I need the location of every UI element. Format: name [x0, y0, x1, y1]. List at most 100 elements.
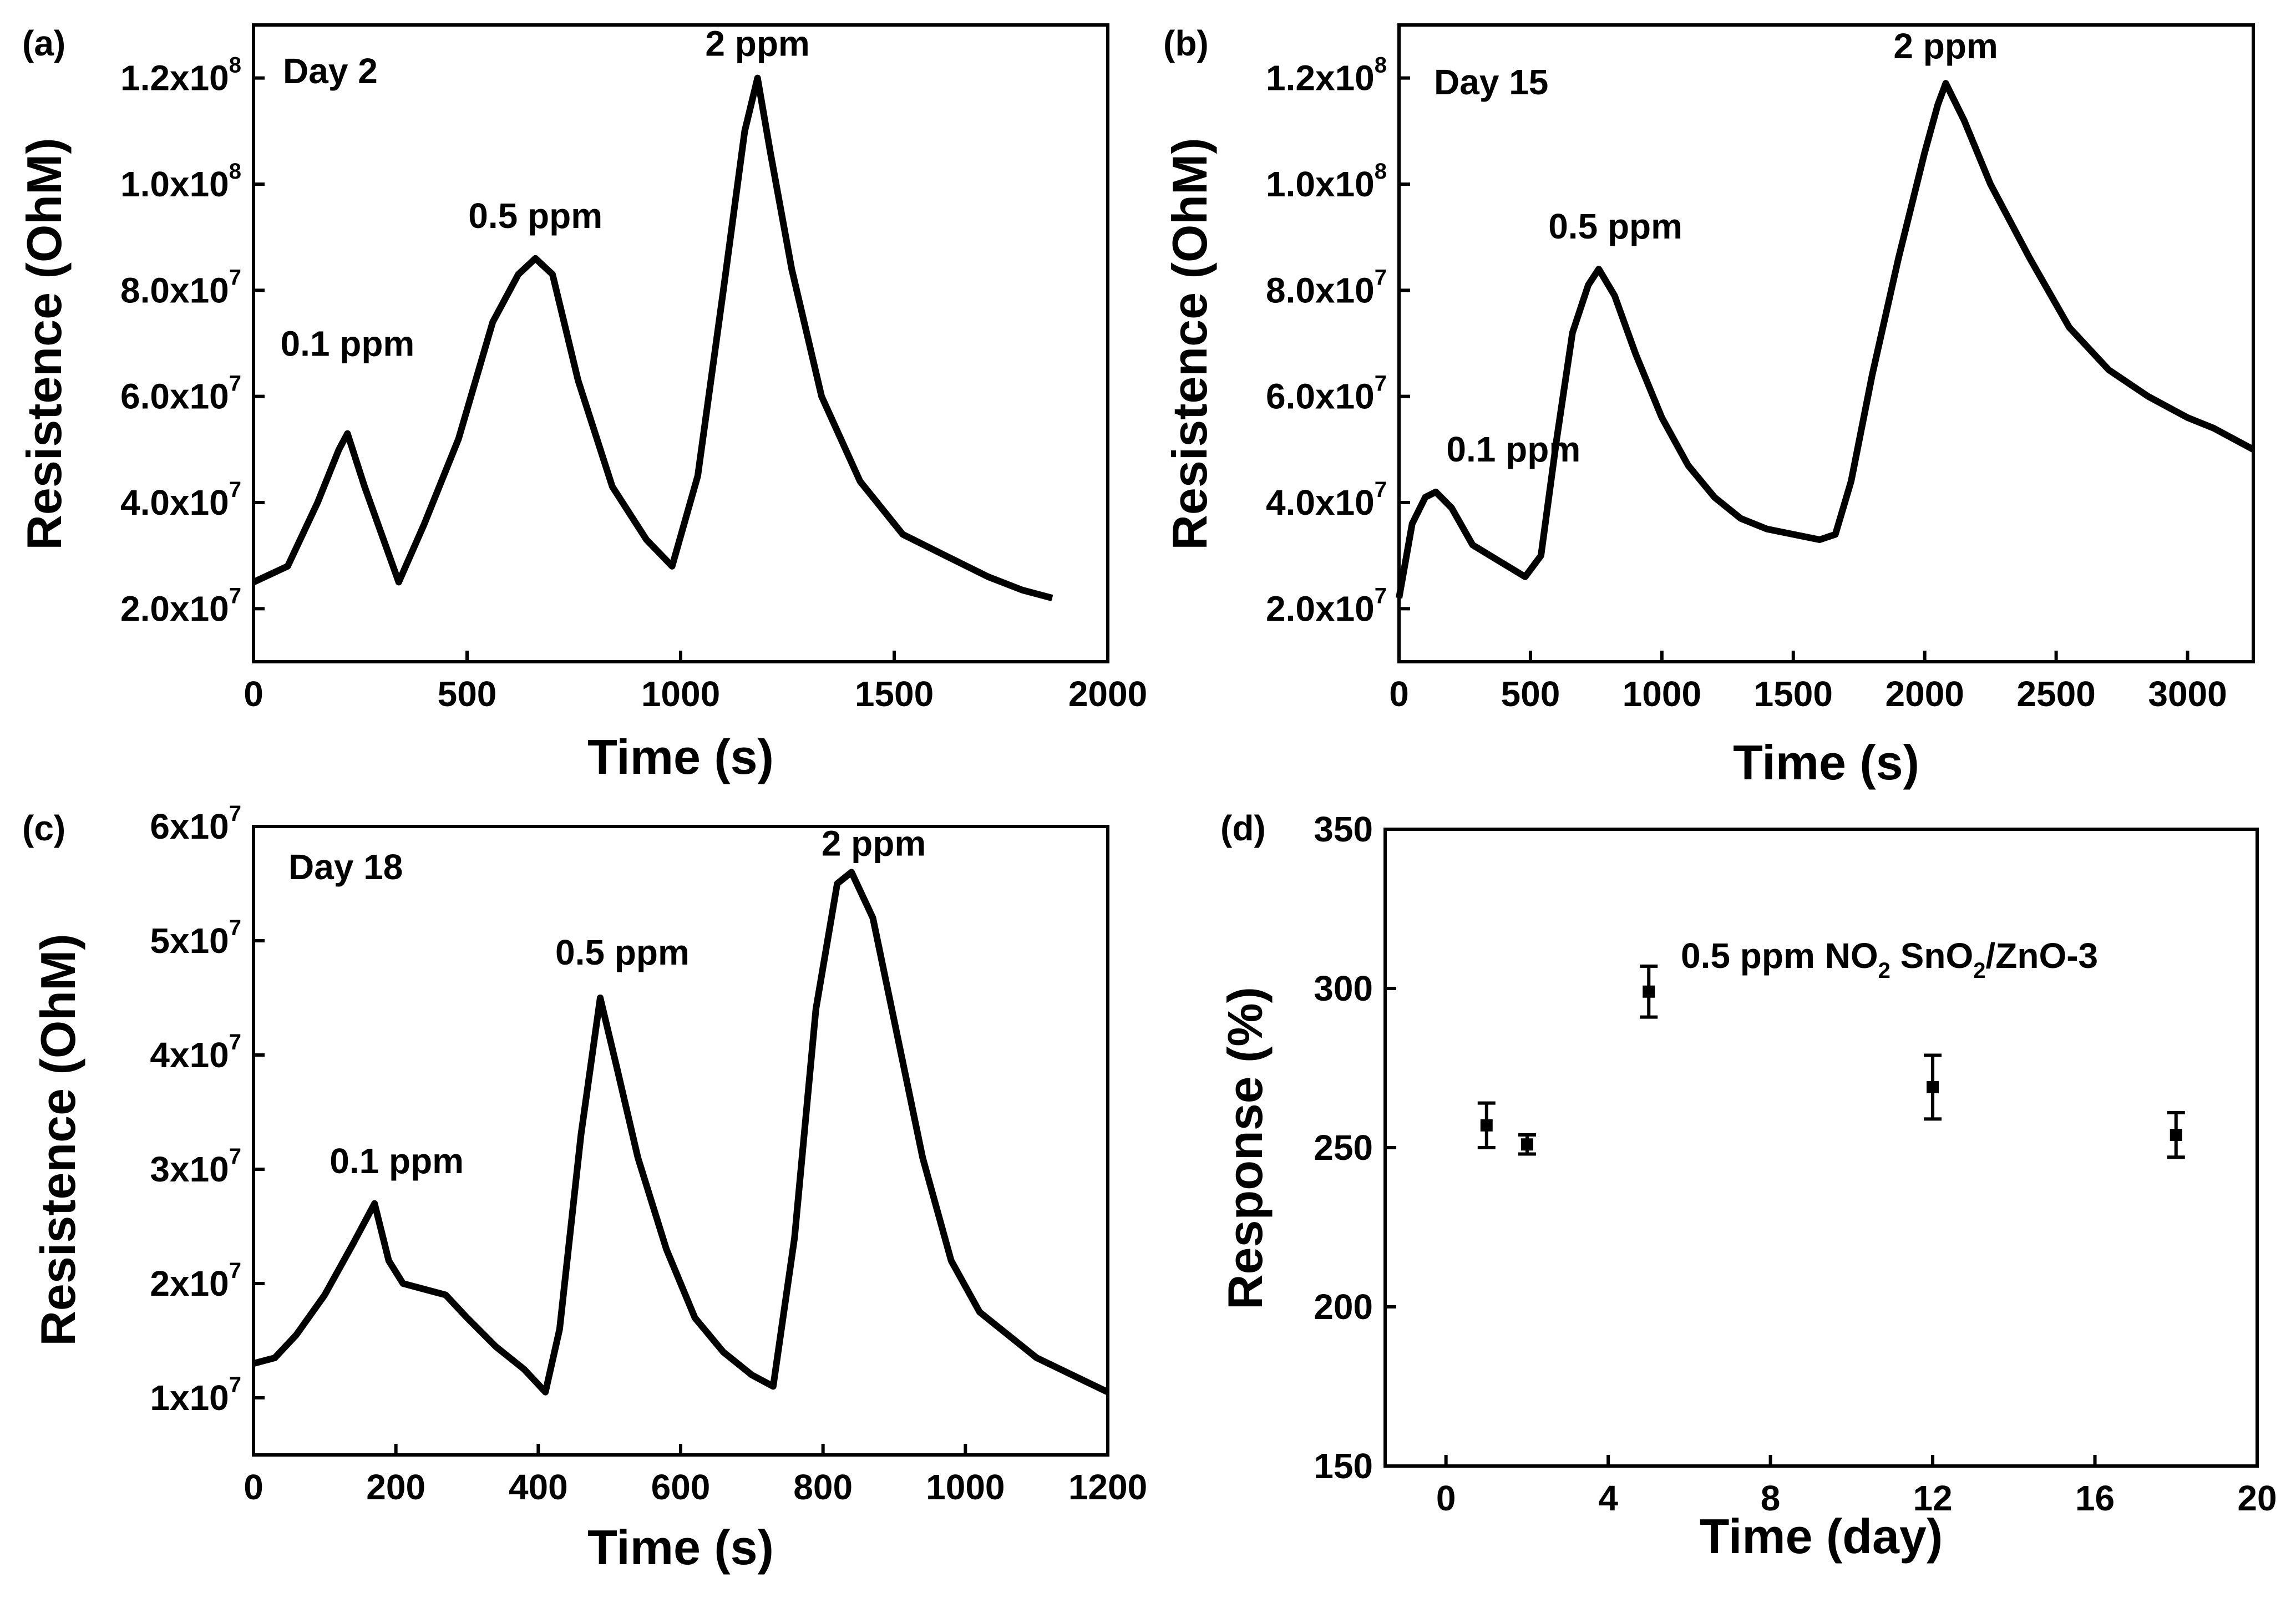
annotation-mid: SnO — [1890, 936, 1973, 976]
panel-c: (c) Day 18 0 200 400 600 800 1000 1200 1x107 2x1… — [22, 802, 1147, 1575]
y-tick-label: 2x107 — [150, 1259, 241, 1303]
panel-a: (a) Day 2 0 500 1000 1500 2000 2.0x107 4.0x107… — [17, 23, 1147, 784]
x-tick-label: 2500 — [2016, 674, 2095, 714]
y-tick-label: 200 — [1314, 1287, 1373, 1327]
peak-label: 2 ppm — [1893, 26, 1998, 66]
y-axis-title-b: Resistence (OhM) — [1162, 138, 1217, 550]
panel-label-a: (a) — [22, 23, 65, 63]
y-tick-label: 1.2x108 — [120, 53, 241, 98]
ticks-a: 0 500 1000 1500 2000 2.0x107 4.0x107 6.0x107 8.0… — [120, 53, 1147, 714]
x-tick-label: 2000 — [1068, 674, 1147, 714]
ticks-b: 0 500 1000 1500 2000 2500 3000 2.0x107 4.0x107 6.… — [1266, 53, 2227, 714]
x-tick-label: 1500 — [1754, 674, 1833, 714]
x-axis-title-b: Time (s) — [1733, 735, 1919, 790]
y-tick-label: 150 — [1314, 1446, 1373, 1486]
x-tick-label: 20 — [2237, 1478, 2277, 1518]
plot-frame-d — [1383, 828, 2259, 1468]
response-point — [1477, 1101, 1496, 1149]
plot-frame-b — [1397, 23, 2255, 663]
x-tick-label: 0 — [1436, 1478, 1456, 1518]
annotation-main: 0.5 ppm NO — [1681, 936, 1878, 976]
y-tick-label: 2.0x107 — [1266, 584, 1387, 628]
x-tick-label: 1500 — [855, 674, 934, 714]
peak-labels-b: 0.1 ppm 0.5 ppm 2 ppm — [1446, 26, 1998, 469]
y-tick-label: 1x107 — [150, 1373, 241, 1418]
peak-labels-a: 0.1 ppm 0.5 ppm 2 ppm — [280, 24, 809, 364]
y-tick-label: 3x107 — [150, 1144, 241, 1189]
x-tick-label: 400 — [509, 1467, 568, 1507]
y-tick-label: 4.0x107 — [1266, 478, 1387, 523]
x-tick-label: 1200 — [1068, 1467, 1147, 1507]
y-tick-label: 250 — [1314, 1128, 1373, 1168]
response-point — [1640, 964, 1658, 1019]
x-tick-label: 1000 — [1623, 674, 1701, 714]
peak-label: 2 ppm — [822, 823, 926, 863]
y-tick-label: 8.0x107 — [1266, 265, 1387, 310]
x-tick-label: 600 — [651, 1467, 711, 1507]
x-tick-label: 1000 — [641, 674, 720, 714]
peak-label: 0.5 ppm — [468, 196, 602, 236]
annotation-sub-1: 2 — [1878, 958, 1890, 983]
x-axis-title-c: Time (s) — [587, 1520, 774, 1575]
annotation-tail: /ZnO-3 — [1985, 936, 2098, 976]
y-tick-label: 5x107 — [150, 916, 241, 961]
x-tick-label: 200 — [366, 1467, 425, 1507]
peak-label: 0.1 ppm — [1446, 429, 1580, 469]
x-tick-label: 8 — [1761, 1478, 1781, 1518]
panel-b: (b) Day 15 0 500 1000 1500 2000 2500 3000 2.0x1… — [1162, 23, 2255, 790]
annotation-sub-2: 2 — [1973, 958, 1985, 983]
panel-label-d: (d) — [1220, 808, 1266, 848]
y-tick-label: 6x107 — [150, 802, 241, 846]
x-tick-label: 12 — [1913, 1478, 1952, 1518]
response-points-d — [1477, 964, 2185, 1159]
x-axis-title-d: Time (day) — [1700, 1509, 1943, 1564]
resistance-line-a — [252, 74, 1053, 601]
y-axis-title-d: Response (%) — [1218, 987, 1273, 1310]
x-tick-label: 16 — [2075, 1478, 2115, 1518]
y-tick-label: 4x107 — [150, 1030, 241, 1075]
y-tick-label: 1.0x108 — [120, 159, 241, 204]
y-axis-title-a: Resistence (OhM) — [17, 138, 72, 550]
panel-d: (d) 0.5 ppm NO2 SnO2/ZnO-3 0 4 8 12 16 201502… — [1218, 808, 2277, 1564]
x-tick-label: 2000 — [1886, 674, 1964, 714]
y-axis-title-c: Resistence (OhM) — [31, 934, 85, 1346]
day-label-b: Day 15 — [1434, 62, 1548, 102]
day-label-a: Day 2 — [283, 51, 378, 91]
y-tick-label: 6.0x107 — [120, 372, 241, 417]
peak-labels-c: 0.1 ppm 0.5 ppm 2 ppm — [330, 823, 926, 1180]
response-point — [1924, 1053, 1942, 1121]
y-tick-label: 8.0x107 — [120, 265, 241, 310]
peak-label: 0.5 ppm — [1548, 206, 1682, 246]
x-tick-label: 0 — [1389, 674, 1409, 714]
panel-label-b: (b) — [1163, 23, 1209, 63]
y-tick-label: 350 — [1314, 809, 1373, 849]
ticks-d: 0 4 8 12 16 20 150 200 250 300 350 — [1314, 809, 2277, 1518]
day-label-c: Day 18 — [288, 847, 403, 887]
y-tick-label: 2.0x107 — [120, 584, 241, 628]
y-tick-label: 1.0x108 — [1266, 159, 1387, 204]
peak-label: 0.1 ppm — [330, 1141, 464, 1181]
y-tick-label: 1.2x108 — [1266, 53, 1387, 98]
x-tick-label: 0 — [244, 1467, 263, 1507]
legend-annotation-d: 0.5 ppm NO2 SnO2/ZnO-3 — [1681, 936, 2098, 983]
x-tick-label: 3000 — [2148, 674, 2227, 714]
peak-label: 0.1 ppm — [280, 324, 414, 364]
ticks-c: 0 200 400 600 800 1000 1200 1x107 2x107 3x107 4x10… — [150, 802, 1147, 1507]
panel-label-c: (c) — [22, 808, 65, 848]
x-tick-label: 1000 — [926, 1467, 1005, 1507]
response-point — [1518, 1133, 1536, 1156]
x-tick-label: 0 — [244, 674, 263, 714]
peak-label: 0.5 ppm — [555, 932, 690, 972]
y-tick-label: 4.0x107 — [120, 478, 241, 523]
resistance-line-b — [1396, 80, 2255, 599]
x-axis-title-a: Time (s) — [587, 729, 774, 784]
y-tick-label: 300 — [1314, 968, 1373, 1008]
y-tick-label: 6.0x107 — [1266, 372, 1387, 417]
peak-label: 2 ppm — [705, 24, 809, 64]
response-point — [2167, 1110, 2185, 1159]
x-tick-label: 4 — [1598, 1478, 1618, 1518]
x-tick-label: 500 — [438, 674, 497, 714]
x-tick-label: 800 — [793, 1467, 853, 1507]
resistance-line-c — [252, 869, 1109, 1396]
